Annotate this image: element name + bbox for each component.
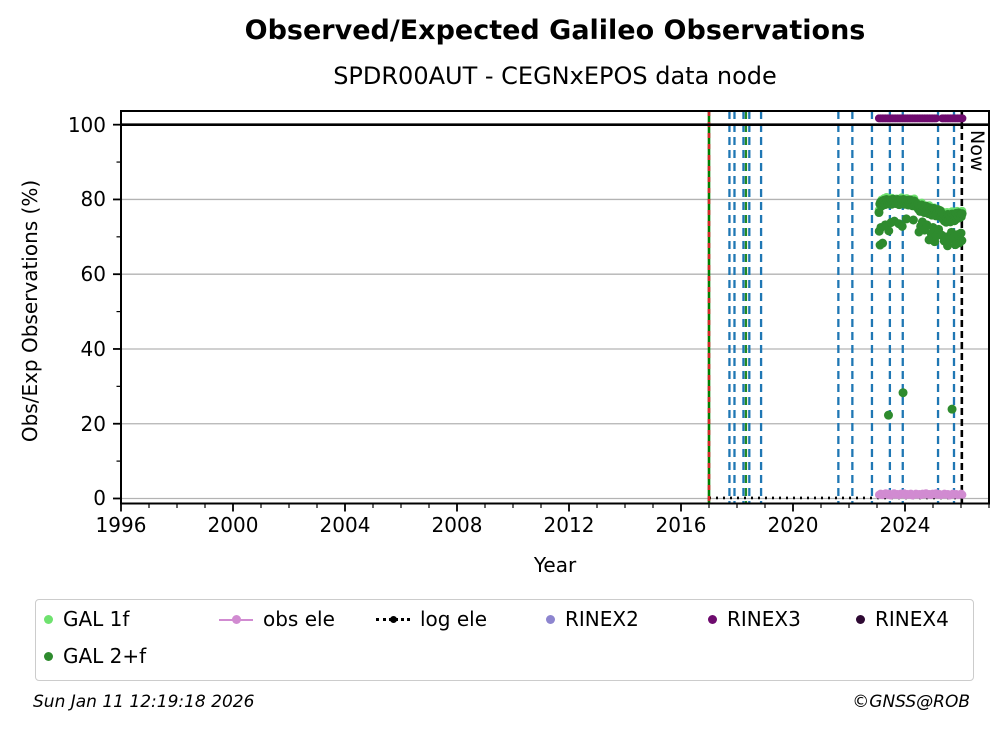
series-gal-2-f: [874, 194, 967, 420]
data-point: [883, 410, 893, 420]
x-tick-label: 2012: [543, 513, 595, 537]
axes-frame: [120, 110, 990, 505]
x-tick-label: 2000: [207, 513, 259, 537]
legend-item-gal-1f: GAL 1f: [44, 605, 129, 633]
legend-label-gal-1f: GAL 1f: [63, 607, 130, 631]
data-point: [957, 236, 967, 246]
y-tick-label: 40: [80, 336, 106, 361]
y-tick-label: 0: [93, 486, 106, 511]
legend-label-rinex3: RINEX3: [727, 607, 801, 631]
y-axis-label: Obs/Exp Observations (%): [18, 179, 42, 443]
gal-1f-marker-icon: [44, 614, 53, 624]
series-obs-ele: [874, 489, 967, 500]
legend-label-log-ele: log ele: [420, 607, 488, 631]
y-tick-label: 100: [67, 112, 106, 137]
series-rinex3: [874, 114, 967, 123]
data-point: [947, 404, 957, 414]
legend-label-gal-2f: GAL 2+f: [63, 644, 147, 668]
data-point: [884, 226, 894, 236]
data-point: [878, 238, 888, 248]
rinex4-marker-icon: [856, 614, 865, 624]
legend-item-gal-2f: GAL 2+f: [44, 642, 146, 670]
legend-item-log-ele: log ele: [376, 605, 487, 633]
copyright: ©GNSS@ROB: [852, 692, 970, 712]
gal-2f-marker-icon: [44, 651, 53, 661]
data-point: [956, 228, 966, 238]
data-point: [932, 114, 941, 123]
rinex3-marker-icon: [708, 614, 717, 624]
now-label: Now: [966, 130, 988, 172]
data-point: [898, 388, 908, 398]
x-tick-label: 1996: [95, 513, 147, 537]
legend-label-obs-ele: obs ele: [263, 607, 335, 631]
data-point: [908, 215, 918, 225]
x-tick-label: 2008: [431, 513, 483, 537]
timestamp: Sun Jan 11 12:19:18 2026: [33, 692, 255, 712]
log-ele-marker-icon: [376, 615, 410, 624]
x-tick-label: 2024: [879, 513, 931, 537]
plot-area: [113, 110, 990, 512]
chart-subtitle: SPDR00AUT - CEGNxEPOS data node: [333, 62, 777, 90]
chart-title: Observed/Expected Galileo Observations: [244, 15, 866, 46]
legend-item-rinex3: RINEX3: [708, 605, 801, 633]
x-tick-label: 2004: [319, 513, 371, 537]
rinex2-marker-icon: [546, 614, 555, 624]
y-tick-label: 60: [80, 262, 106, 287]
y-tick-label: 80: [80, 187, 106, 212]
data-point: [897, 221, 907, 231]
legend-item-obs-ele: obs ele: [219, 605, 335, 633]
x-tick-label: 2020: [767, 513, 819, 537]
legend-item-rinex2: RINEX2: [546, 605, 639, 633]
data-point: [958, 114, 967, 123]
data-point: [901, 214, 911, 224]
legend-label-rinex2: RINEX2: [565, 607, 639, 631]
data-point: [957, 209, 967, 219]
y-tick-label: 20: [80, 411, 106, 436]
x-tick-label: 2016: [655, 513, 707, 537]
legend: GAL 1f obs ele log ele RINEX2 RINEX3: [35, 599, 974, 681]
x-axis-label: Year: [533, 553, 577, 577]
data-point: [958, 490, 967, 499]
legend-label-rinex4: RINEX4: [875, 607, 949, 631]
legend-item-rinex4: RINEX4: [856, 605, 949, 633]
obs-ele-marker-icon: [219, 614, 253, 624]
